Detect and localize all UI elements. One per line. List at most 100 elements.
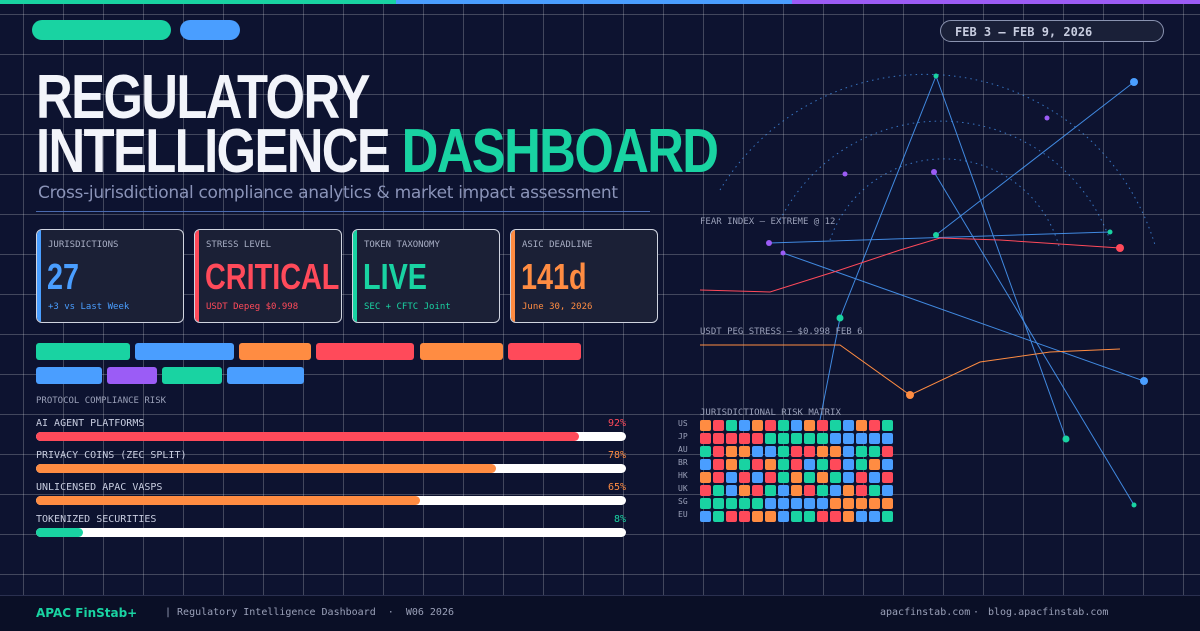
matrix-cell	[804, 433, 815, 444]
row-label: EU	[678, 510, 688, 519]
matrix-cell	[869, 459, 880, 470]
divider	[36, 211, 650, 212]
matrix-cell	[739, 511, 750, 522]
decor-panel	[699, 73, 1156, 508]
tagline: | Regulatory Intelligence Dashboard · W0…	[165, 607, 454, 618]
matrix-cell	[713, 498, 724, 509]
matrix-cell	[765, 459, 776, 470]
matrix-cell	[882, 498, 893, 509]
matrix-cell	[882, 485, 893, 496]
matrix-cell	[765, 485, 776, 496]
tag	[420, 343, 503, 360]
matrix-cell	[778, 472, 789, 483]
matrix-cell	[726, 433, 737, 444]
matrix-cell	[713, 485, 724, 496]
value-label: 8%	[613, 514, 626, 525]
subtitle: Cross-jurisdictional compliance analytic…	[38, 183, 618, 203]
matrix-cell	[778, 511, 789, 522]
row-label: JP	[678, 432, 688, 441]
matrix-cell	[817, 511, 828, 522]
card-accent	[353, 230, 357, 322]
bar	[36, 464, 497, 473]
matrix-cell	[817, 485, 828, 496]
matrix-cell	[882, 472, 893, 483]
tag	[239, 343, 311, 360]
matrix-cell	[817, 420, 828, 431]
row-label: US	[678, 419, 688, 428]
card-label: TOKEN TAXONOMY	[364, 240, 440, 250]
fear-line	[699, 237, 1121, 293]
row-label: HK	[678, 471, 688, 480]
link[interactable]: blog.apacfinstab.com	[988, 607, 1109, 618]
row-label: UK	[678, 484, 688, 493]
matrix-cell	[856, 472, 867, 483]
matrix-cell	[882, 420, 893, 431]
matrix-cell	[843, 498, 854, 509]
matrix-cell	[804, 446, 815, 457]
matrix-cell	[765, 433, 776, 444]
matrix-cell	[843, 511, 854, 522]
card-accent	[511, 230, 515, 322]
matrix-cell	[752, 485, 763, 496]
matrix-cell	[778, 485, 789, 496]
stat-card: ASIC DEADLINE 141d June 30, 2026	[510, 229, 658, 323]
matrix-cell	[882, 511, 893, 522]
stat-card: STRESS LEVEL CRITICAL USDT Depeg $0.998	[194, 229, 342, 323]
pill	[32, 20, 171, 40]
matrix-cell	[830, 485, 841, 496]
matrix-cell	[869, 420, 880, 431]
bar-label: TOKENIZED SECURITIES	[36, 514, 157, 525]
matrix-cell	[869, 511, 880, 522]
matrix-cell	[778, 446, 789, 457]
tag	[316, 343, 414, 360]
matrix-cell	[817, 446, 828, 457]
row-label: AU	[678, 445, 688, 454]
matrix-cell	[830, 420, 841, 431]
matrix-cell	[843, 433, 854, 444]
matrix-cell	[804, 459, 815, 470]
card-note: SEC + CFTC Joint	[364, 302, 451, 312]
matrix-cell	[856, 446, 867, 457]
card-label: JURISDICTIONS	[48, 240, 119, 250]
matrix-cell	[726, 498, 737, 509]
matrix-cell	[713, 420, 724, 431]
stat-card: JURISDICTIONS 27 +3 vs Last Week	[36, 229, 184, 323]
card-accent	[195, 230, 199, 322]
nodes	[766, 73, 1148, 508]
matrix-cell	[830, 511, 841, 522]
link[interactable]: apacfinstab.com	[880, 607, 971, 618]
top-bar	[0, 0, 1200, 4]
matrix-cell	[882, 459, 893, 470]
matrix-cell	[869, 433, 880, 444]
matrix-cell	[830, 433, 841, 444]
tag	[36, 343, 130, 360]
tag	[36, 367, 102, 384]
title-line: REGULATORY	[36, 63, 371, 132]
tag	[162, 367, 222, 384]
title-line: INTELLIGENCE DASHBOARD	[36, 121, 719, 183]
matrix-cell	[778, 433, 789, 444]
matrix-cell	[843, 472, 854, 483]
row-label: BR	[678, 458, 688, 467]
peg-line	[700, 344, 1121, 396]
matrix-cell	[713, 472, 724, 483]
matrix-cell	[791, 511, 802, 522]
matrix-cell	[856, 459, 867, 470]
matrix-cell	[869, 485, 880, 496]
card-value: LIVE	[363, 256, 428, 297]
matrix-cell	[778, 498, 789, 509]
matrix-cell	[830, 446, 841, 457]
matrix-cell	[791, 433, 802, 444]
matrix-cell	[856, 420, 867, 431]
matrix-cell	[765, 420, 776, 431]
network-lines	[768, 75, 1145, 506]
matrix-cell	[713, 433, 724, 444]
matrix-cell	[843, 459, 854, 470]
matrix-cell	[843, 446, 854, 457]
pill	[180, 20, 240, 40]
matrix-cell	[700, 446, 711, 457]
matrix-cell	[739, 485, 750, 496]
card-note: +3 vs Last Week	[48, 302, 130, 312]
card-value: CRITICAL	[205, 256, 340, 297]
matrix-cell	[739, 433, 750, 444]
